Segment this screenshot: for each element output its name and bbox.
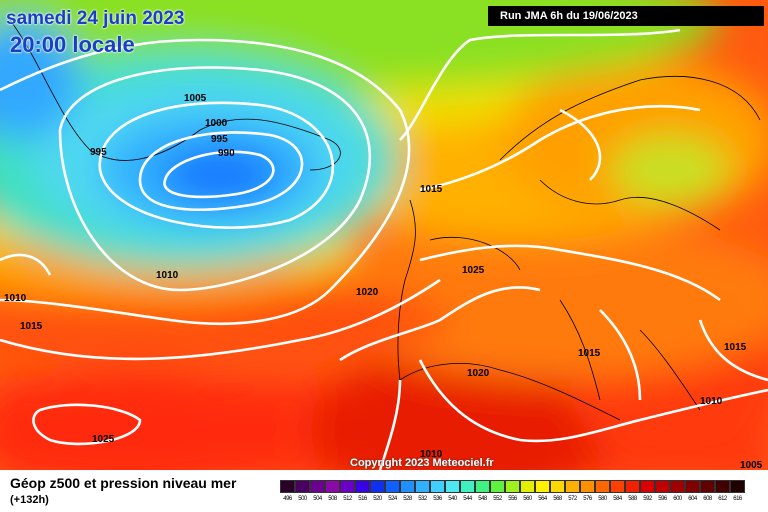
legend-swatch bbox=[715, 480, 730, 493]
legend-swatch bbox=[325, 480, 340, 493]
isobar-label: 1025 bbox=[92, 434, 115, 445]
legend-value: 496 bbox=[283, 496, 292, 502]
legend-swatch bbox=[355, 480, 370, 493]
legend-value: 600 bbox=[673, 496, 682, 502]
legend-value: 596 bbox=[658, 496, 667, 502]
legend-swatch bbox=[490, 480, 505, 493]
legend-value: 608 bbox=[703, 496, 712, 502]
copyright-text: Copyright 2023 Meteociel.fr bbox=[350, 457, 494, 469]
legend-swatch bbox=[415, 480, 430, 493]
legend-footer: Géop z500 et pression niveau mer (+132h)… bbox=[0, 470, 768, 512]
isobar-label: 995 bbox=[90, 147, 107, 158]
legend-swatch bbox=[655, 480, 670, 493]
legend-value: 612 bbox=[718, 496, 727, 502]
isobar-label: 1000 bbox=[205, 118, 228, 129]
isobar-label: 1020 bbox=[356, 287, 379, 298]
isobar-label: 995 bbox=[211, 134, 228, 145]
isobar-label: 1005 bbox=[184, 93, 207, 104]
legend-value: 548 bbox=[478, 496, 487, 502]
legend-value: 528 bbox=[403, 496, 412, 502]
legend-swatch bbox=[520, 480, 535, 493]
isobar-label: 1015 bbox=[724, 342, 747, 353]
legend-value: 556 bbox=[508, 496, 517, 502]
legend-value: 604 bbox=[688, 496, 697, 502]
legend-swatch bbox=[640, 480, 655, 493]
legend-swatch bbox=[580, 480, 595, 493]
isobars bbox=[0, 28, 768, 470]
isobar-label: 1010 bbox=[4, 293, 27, 304]
color-scale bbox=[280, 480, 745, 493]
legend-value: 592 bbox=[643, 496, 652, 502]
legend-swatch bbox=[370, 480, 385, 493]
map-date: samedi 24 juin 2023 bbox=[6, 8, 185, 29]
legend-swatch bbox=[385, 480, 400, 493]
isobar-label: 1015 bbox=[20, 321, 43, 332]
legend-value: 508 bbox=[328, 496, 337, 502]
legend-swatch bbox=[460, 480, 475, 493]
legend-value: 504 bbox=[313, 496, 322, 502]
legend-value: 536 bbox=[433, 496, 442, 502]
run-info: Run JMA 6h du 19/06/2023 bbox=[488, 6, 764, 26]
legend-swatch bbox=[295, 480, 310, 493]
legend-value: 580 bbox=[598, 496, 607, 502]
geopotential-field bbox=[0, 0, 768, 470]
legend-swatch bbox=[595, 480, 610, 493]
legend-swatch bbox=[505, 480, 520, 493]
legend-value: 500 bbox=[298, 496, 307, 502]
isobar-label: 1005 bbox=[740, 460, 763, 471]
legend-value: 512 bbox=[343, 496, 352, 502]
legend-swatch bbox=[670, 480, 685, 493]
forecast-offset: (+132h) bbox=[10, 494, 49, 506]
legend-value: 516 bbox=[358, 496, 367, 502]
legend-swatch bbox=[550, 480, 565, 493]
legend-swatch bbox=[400, 480, 415, 493]
legend-value: 552 bbox=[493, 496, 502, 502]
legend-swatch bbox=[280, 480, 295, 493]
isobar-label: 1010 bbox=[700, 396, 723, 407]
legend-value: 544 bbox=[463, 496, 472, 502]
legend-title: Géop z500 et pression niveau mer bbox=[10, 475, 237, 491]
isobar-label: 1010 bbox=[156, 270, 179, 281]
legend-value: 572 bbox=[568, 496, 577, 502]
legend-value: 616 bbox=[733, 496, 742, 502]
legend-value: 524 bbox=[388, 496, 397, 502]
legend-swatch bbox=[610, 480, 625, 493]
legend-value: 576 bbox=[583, 496, 592, 502]
weather-map bbox=[0, 0, 768, 470]
legend-swatch bbox=[700, 480, 715, 493]
legend-value: 588 bbox=[628, 496, 637, 502]
legend-swatch bbox=[430, 480, 445, 493]
map-time: 20:00 locale bbox=[10, 32, 135, 57]
legend-value: 520 bbox=[373, 496, 382, 502]
legend-value: 532 bbox=[418, 496, 427, 502]
legend-value: 540 bbox=[448, 496, 457, 502]
legend-swatch bbox=[340, 480, 355, 493]
legend-swatch bbox=[730, 480, 745, 493]
legend-swatch bbox=[535, 480, 550, 493]
legend-swatch bbox=[625, 480, 640, 493]
isobar-label: 1015 bbox=[578, 348, 601, 359]
legend-swatch bbox=[475, 480, 490, 493]
legend-value: 584 bbox=[613, 496, 622, 502]
isobar-label: 990 bbox=[218, 148, 235, 159]
legend-value: 564 bbox=[538, 496, 547, 502]
legend-value: 560 bbox=[523, 496, 532, 502]
isobar-label: 1010 bbox=[420, 449, 443, 460]
isobar-label: 1020 bbox=[467, 368, 490, 379]
isobar-label: 1015 bbox=[420, 184, 443, 195]
isobar-label: 1025 bbox=[462, 265, 485, 276]
color-scale-labels: 496 500 504 508 512 516 520 524 528 532 536 540 544 5… bbox=[280, 496, 745, 502]
legend-swatch bbox=[310, 480, 325, 493]
legend-value: 568 bbox=[553, 496, 562, 502]
legend-swatch bbox=[565, 480, 580, 493]
legend-swatch bbox=[685, 480, 700, 493]
legend-swatch bbox=[445, 480, 460, 493]
